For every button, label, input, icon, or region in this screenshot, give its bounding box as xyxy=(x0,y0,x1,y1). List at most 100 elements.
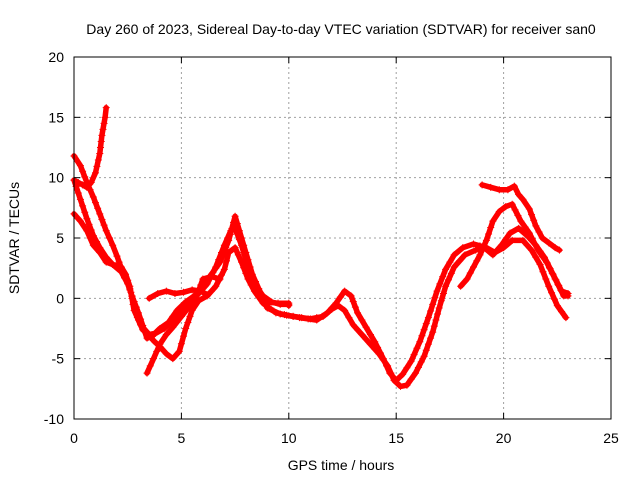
data-point xyxy=(240,241,248,249)
data-point xyxy=(115,258,123,266)
data-point xyxy=(244,275,252,283)
data-point xyxy=(133,314,141,322)
data-point xyxy=(81,173,89,181)
data-point xyxy=(535,228,543,236)
data-point xyxy=(173,306,181,314)
data-point xyxy=(375,350,383,358)
y-tick-label: -5 xyxy=(52,351,65,367)
data-point xyxy=(263,298,271,306)
data-point xyxy=(532,241,540,249)
y-tick-label: 0 xyxy=(56,290,64,306)
data-point xyxy=(225,236,233,244)
data-point xyxy=(396,382,404,390)
data-point xyxy=(259,292,267,300)
data-point xyxy=(81,208,89,216)
data-point xyxy=(113,252,121,260)
data-point xyxy=(190,294,198,302)
data-point xyxy=(487,224,495,232)
data-point xyxy=(446,258,454,266)
data-point xyxy=(328,305,336,313)
data-point xyxy=(76,217,84,225)
data-point xyxy=(212,282,220,290)
data-point xyxy=(417,358,425,366)
data-point xyxy=(536,261,544,269)
data-point xyxy=(74,189,82,197)
data-point xyxy=(366,331,374,339)
series-track-b xyxy=(71,177,569,384)
data-point xyxy=(552,276,560,284)
data-point xyxy=(358,316,366,324)
data-point xyxy=(523,241,531,249)
data-point xyxy=(233,220,241,228)
data-point xyxy=(306,315,314,323)
data-point xyxy=(412,369,420,377)
data-point xyxy=(276,310,284,318)
data-point xyxy=(228,224,236,232)
data-point xyxy=(177,340,185,348)
data-point xyxy=(542,275,550,283)
data-point xyxy=(504,186,512,194)
data-point xyxy=(162,287,170,295)
data-point xyxy=(424,340,432,348)
data-point xyxy=(134,309,142,317)
data-point xyxy=(188,286,196,294)
data-point xyxy=(96,248,104,256)
data-point xyxy=(447,269,455,277)
data-point xyxy=(197,287,205,295)
data-point xyxy=(515,191,523,199)
data-point xyxy=(487,183,495,191)
data-point xyxy=(548,289,556,297)
y-tick-label: -10 xyxy=(44,411,64,427)
data-point xyxy=(502,203,510,211)
data-point xyxy=(124,276,132,284)
data-point xyxy=(96,210,104,218)
data-point xyxy=(212,264,220,272)
data-point xyxy=(557,286,565,294)
data-point xyxy=(96,144,104,151)
data-point xyxy=(76,162,84,170)
data-point xyxy=(87,226,95,234)
data-point xyxy=(162,331,170,339)
data-point xyxy=(171,290,179,298)
data-point xyxy=(259,299,267,307)
data-point xyxy=(255,285,263,293)
data-point xyxy=(531,240,539,248)
data-point xyxy=(129,300,137,308)
data-point xyxy=(122,270,130,278)
data-point xyxy=(323,309,331,317)
data-point xyxy=(376,349,384,357)
tick-labels: 0 5 10 15 20 25 -10 -5 0 5 10 15 20 xyxy=(44,49,619,446)
data-point xyxy=(362,323,370,331)
data-point xyxy=(493,246,501,254)
data-point xyxy=(94,204,102,212)
data-point xyxy=(525,205,533,213)
data-point xyxy=(551,244,559,252)
data-point xyxy=(472,246,480,254)
y-tick-label: 5 xyxy=(56,230,64,246)
data-point xyxy=(235,227,243,235)
data-point xyxy=(334,302,342,310)
data-point xyxy=(223,257,231,265)
data-point xyxy=(495,186,503,194)
chart-title: Day 260 of 2023, Sidereal Day-to-day VTE… xyxy=(86,21,596,37)
data-point xyxy=(555,281,563,289)
data-point xyxy=(91,169,99,177)
data-point xyxy=(143,369,151,377)
data-point xyxy=(281,311,289,319)
data-point xyxy=(442,265,450,273)
data-point xyxy=(442,282,450,290)
data-point xyxy=(387,369,395,377)
data-point xyxy=(341,287,349,295)
data-point xyxy=(371,345,379,353)
data-point xyxy=(439,273,447,281)
data-point xyxy=(525,229,533,237)
data-point xyxy=(457,282,465,290)
data-point xyxy=(427,307,435,315)
data-point xyxy=(79,202,87,210)
data-point xyxy=(143,334,151,342)
data-point xyxy=(433,287,441,295)
data-point xyxy=(399,370,407,378)
data-point xyxy=(203,291,211,299)
data-point xyxy=(351,303,359,311)
